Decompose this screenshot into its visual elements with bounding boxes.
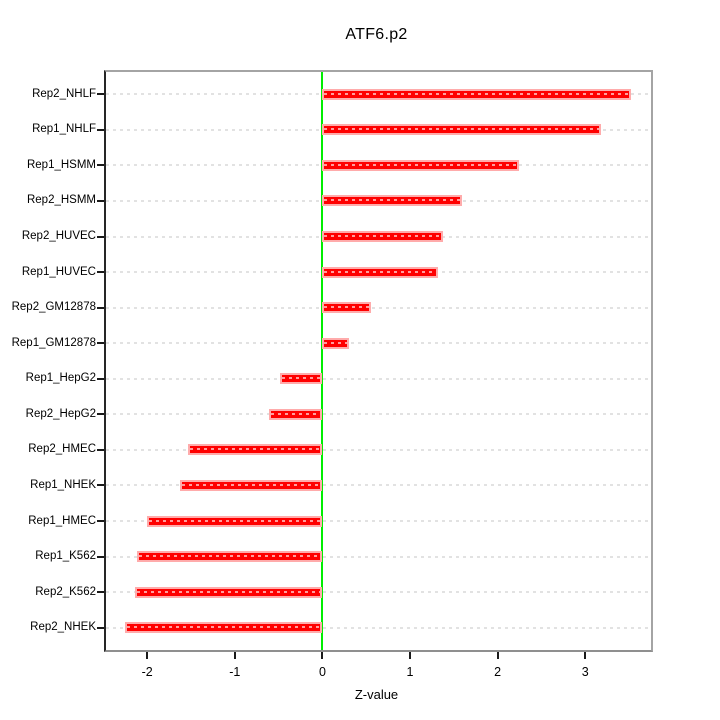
gridline: [106, 448, 651, 451]
y-axis-category-label: Rep1_HMEC: [28, 514, 96, 527]
y-axis-category-label: Rep2_HUVEC: [21, 230, 96, 243]
y-axis-category-label: Rep2_K562: [35, 585, 96, 598]
bar-inner-dash: [324, 163, 517, 166]
x-axis-tick: [321, 652, 324, 659]
bar: [180, 479, 323, 491]
gridline: [106, 306, 651, 309]
x-axis-tick-label: 2: [494, 665, 502, 679]
gridline: [106, 342, 651, 345]
bar: [322, 337, 349, 349]
bar: [147, 515, 323, 527]
x-axis-tick: [233, 652, 236, 659]
bar-inner-dash: [324, 270, 437, 273]
bar: [322, 302, 371, 314]
bar-inner-dash: [324, 235, 442, 238]
bar-inner-dash: [149, 519, 321, 522]
bar: [134, 586, 323, 598]
bar-inner-dash: [136, 590, 321, 593]
bar: [268, 408, 323, 420]
y-axis-category-label: Rep2_HMEC: [28, 443, 96, 456]
y-axis-category-label: Rep1_K562: [35, 550, 96, 563]
y-axis-tick: [97, 164, 104, 167]
bar: [322, 231, 444, 243]
bar: [322, 159, 519, 171]
x-axis-tick-label: 3: [581, 665, 589, 679]
gridline: [106, 484, 651, 487]
y-axis-tick: [97, 413, 104, 416]
y-axis-category-label: Rep2_NHLF: [32, 87, 96, 100]
bar-inner-dash: [270, 412, 321, 415]
bar-inner-dash: [282, 377, 321, 380]
y-axis-category-label: Rep2_HSMM: [26, 194, 96, 207]
y-axis-tick: [97, 199, 104, 202]
y-axis-category-label: Rep1_HSMM: [26, 158, 96, 171]
zero-reference-line: [321, 72, 324, 650]
y-axis-tick: [97, 342, 104, 345]
y-axis-tick: [97, 448, 104, 451]
bar-inner-dash: [324, 199, 460, 202]
bar: [322, 124, 602, 136]
y-axis-category-label: Rep1_GM12878: [11, 336, 96, 349]
gridline: [106, 626, 651, 629]
x-axis-tick-label: -1: [229, 665, 241, 679]
y-axis-tick: [97, 235, 104, 238]
bar-inner-dash: [324, 92, 629, 95]
y-axis-tick: [97, 520, 104, 523]
y-axis-category-label: Rep2_GM12878: [11, 301, 96, 314]
y-axis-tick: [97, 128, 104, 131]
gridline: [106, 377, 651, 380]
bar-inner-dash: [138, 555, 321, 558]
y-axis-tick: [97, 377, 104, 380]
gridline: [106, 555, 651, 558]
bar-inner-dash: [324, 341, 347, 344]
bar-inner-dash: [324, 306, 369, 309]
x-axis-tick-label: 0: [318, 665, 326, 679]
bar: [125, 622, 323, 634]
bar-inner-dash: [182, 483, 321, 486]
x-axis-tick: [496, 652, 499, 659]
y-axis-category-label: Rep1_HepG2: [25, 372, 96, 385]
y-axis-tick: [97, 555, 104, 558]
bar: [280, 373, 323, 385]
y-axis-tick: [97, 591, 104, 594]
y-axis-category-label: Rep1_HUVEC: [21, 265, 96, 278]
gridline: [106, 591, 651, 594]
chart-title: ATF6.p2: [345, 26, 408, 43]
bar-inner-dash: [324, 128, 600, 131]
y-axis-category-label: Rep1_NHEK: [30, 478, 96, 491]
x-axis-label: Z-value: [354, 687, 399, 702]
y-axis-tick: [97, 271, 104, 274]
y-axis-category-label: Rep2_HepG2: [25, 407, 96, 420]
y-axis-tick: [97, 93, 104, 96]
bar-inner-dash: [127, 626, 321, 629]
y-axis-category-label: Rep1_NHLF: [32, 123, 96, 136]
y-axis-tick: [97, 626, 104, 629]
x-axis-tick: [584, 652, 587, 659]
gridline: [106, 520, 651, 523]
x-axis-tick-label: -2: [141, 665, 153, 679]
gridline: [106, 413, 651, 416]
x-axis-tick: [146, 652, 149, 659]
bar: [322, 266, 439, 278]
bar: [322, 88, 631, 100]
y-axis-category-label: Rep2_NHEK: [30, 621, 96, 634]
x-axis-tick-label: 1: [406, 665, 414, 679]
y-axis-tick: [97, 306, 104, 309]
bar: [136, 551, 323, 563]
bar: [188, 444, 323, 456]
y-axis-tick: [97, 484, 104, 487]
bar-inner-dash: [190, 448, 321, 451]
bar: [322, 195, 462, 207]
x-axis-tick: [409, 652, 412, 659]
plot-box: Rep2_NHLF Rep1_NHLF Rep1_HSMM Rep2_HSMM Rep2…: [12, 70, 653, 679]
